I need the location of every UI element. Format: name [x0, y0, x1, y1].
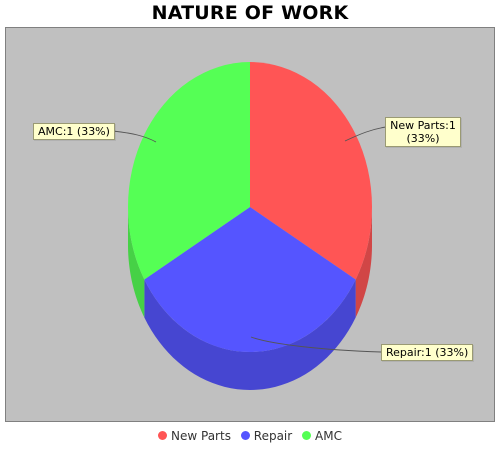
legend-label-new-parts: New Parts — [171, 429, 231, 443]
slice-label-amc: AMC:1 (33%) — [33, 123, 115, 140]
pie-side-new-parts — [355, 207, 372, 318]
chart-title: NATURE OF WORK — [151, 2, 349, 24]
slice-label-repair: Repair:1 (33%) — [381, 344, 474, 361]
legend-item-amc: AMC — [302, 429, 342, 443]
pie-slice-repair — [144, 207, 356, 353]
legend-label-amc: AMC — [315, 429, 342, 443]
legend: New Parts Repair AMC — [0, 429, 500, 443]
label-connector-amc — [112, 130, 157, 143]
slice-label-new-parts-name: New Parts:1 — [390, 119, 456, 132]
pie-slice-amc — [127, 62, 250, 280]
legend-swatch-amc — [302, 431, 312, 440]
label-connector-new-parts — [344, 126, 387, 142]
slice-label-new-parts-percent: (33%) — [406, 132, 440, 145]
legend-item-new-parts: New Parts — [158, 429, 231, 443]
legend-swatch-repair — [240, 431, 250, 440]
pie-side-amc — [128, 207, 145, 318]
legend-swatch-new-parts — [158, 431, 168, 440]
legend-label-repair: Repair — [253, 429, 293, 443]
slice-label-new-parts: New Parts:1 (33%) — [385, 117, 461, 147]
legend-item-repair: Repair — [240, 429, 293, 443]
pie-slice-new-parts — [250, 61, 373, 280]
pie-side-repair — [144, 279, 356, 390]
label-connector-repair — [250, 336, 382, 353]
